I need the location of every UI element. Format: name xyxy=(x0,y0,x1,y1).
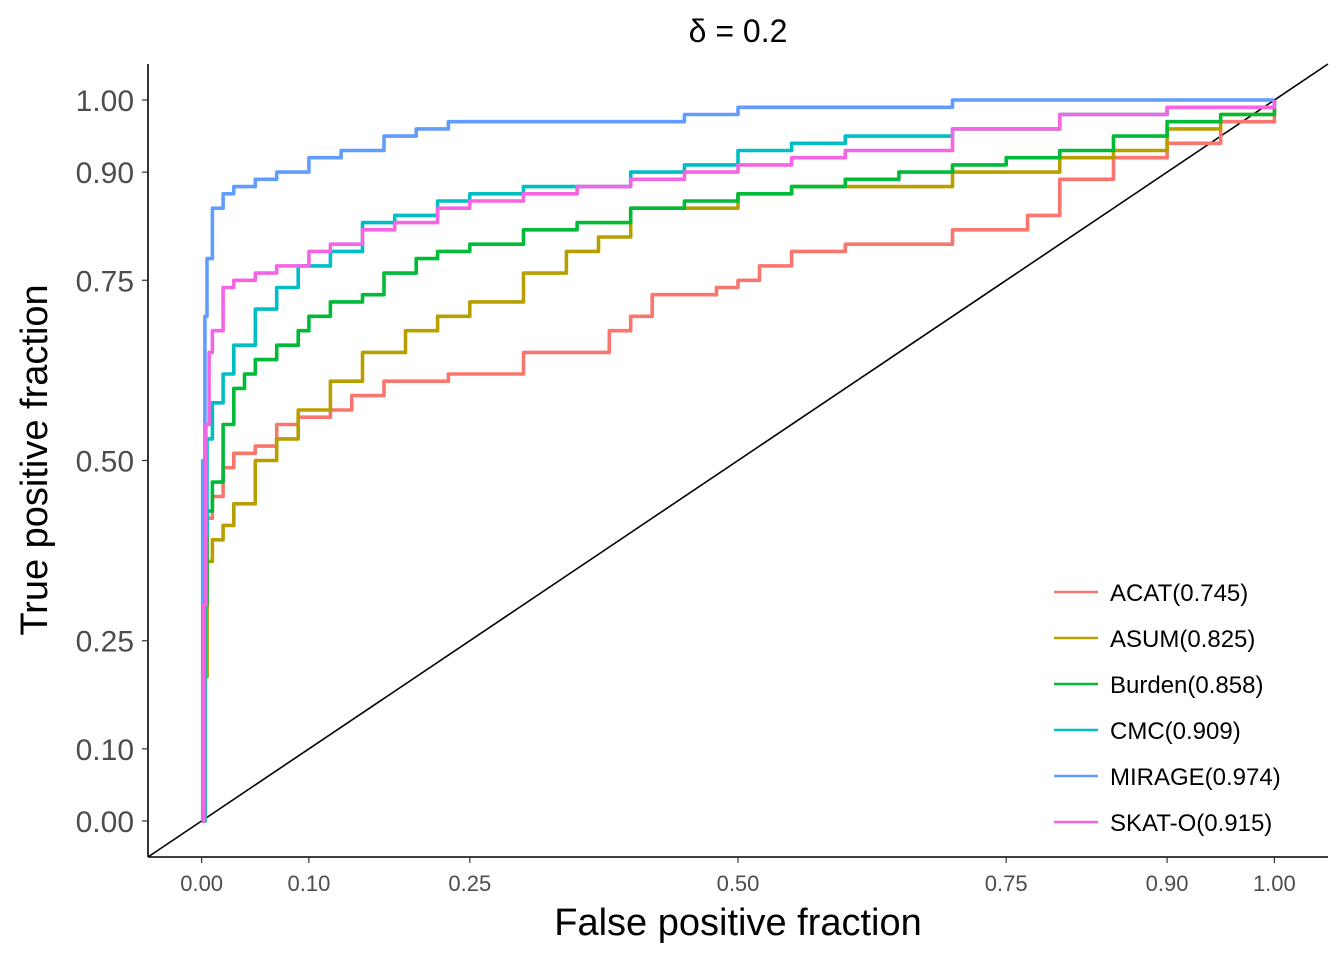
plot-area xyxy=(147,63,1329,858)
x-tick-label: 0.90 xyxy=(1146,871,1189,896)
reference-diagonal-line xyxy=(147,63,1329,858)
y-tick-label: 0.50 xyxy=(76,446,134,479)
x-tick-label: 0.00 xyxy=(180,871,223,896)
x-tick-label: 0.10 xyxy=(287,871,330,896)
y-axis-ticks: 0.00 0.10 0.25 0.50 0.75 0.90 1.00 xyxy=(76,85,148,839)
y-tick-label: 0.00 xyxy=(76,806,134,839)
y-tick-label: 0.75 xyxy=(76,265,134,298)
legend-label: MIRAGE(0.974) xyxy=(1110,764,1281,791)
y-tick-label: 0.10 xyxy=(76,734,134,767)
legend-background xyxy=(1036,568,1330,856)
y-tick-label: 0.25 xyxy=(76,626,134,659)
x-tick-label: 0.25 xyxy=(448,871,491,896)
legend-label: ACAT(0.745) xyxy=(1110,580,1248,607)
x-axis-label: False positive fraction xyxy=(554,902,922,944)
y-tick-label: 1.00 xyxy=(76,85,134,118)
legend-label: SKAT-O(0.915) xyxy=(1110,810,1272,837)
legend-label: CMC(0.909) xyxy=(1110,718,1241,745)
chart-title: δ = 0.2 xyxy=(689,13,788,49)
series-line-4 xyxy=(200,98,1275,823)
x-tick-label: 0.75 xyxy=(985,871,1028,896)
legend-label: ASUM(0.825) xyxy=(1110,626,1255,653)
x-axis-ticks: 0.00 0.10 0.25 0.50 0.75 0.90 1.00 xyxy=(180,857,1296,896)
series-line-1 xyxy=(201,100,1277,823)
legend-label: Burden(0.858) xyxy=(1110,672,1263,699)
series-line-2 xyxy=(201,100,1277,823)
legend: ACAT(0.745) ASUM(0.825) Burden(0.858) CMC(0… xyxy=(1036,568,1330,856)
series-line-5 xyxy=(201,100,1277,823)
series-line-0 xyxy=(201,100,1277,823)
y-axis-label: True positive fraction xyxy=(14,284,56,635)
y-tick-label: 0.90 xyxy=(76,157,134,190)
x-tick-label: 1.00 xyxy=(1253,871,1296,896)
x-tick-label: 0.50 xyxy=(717,871,760,896)
